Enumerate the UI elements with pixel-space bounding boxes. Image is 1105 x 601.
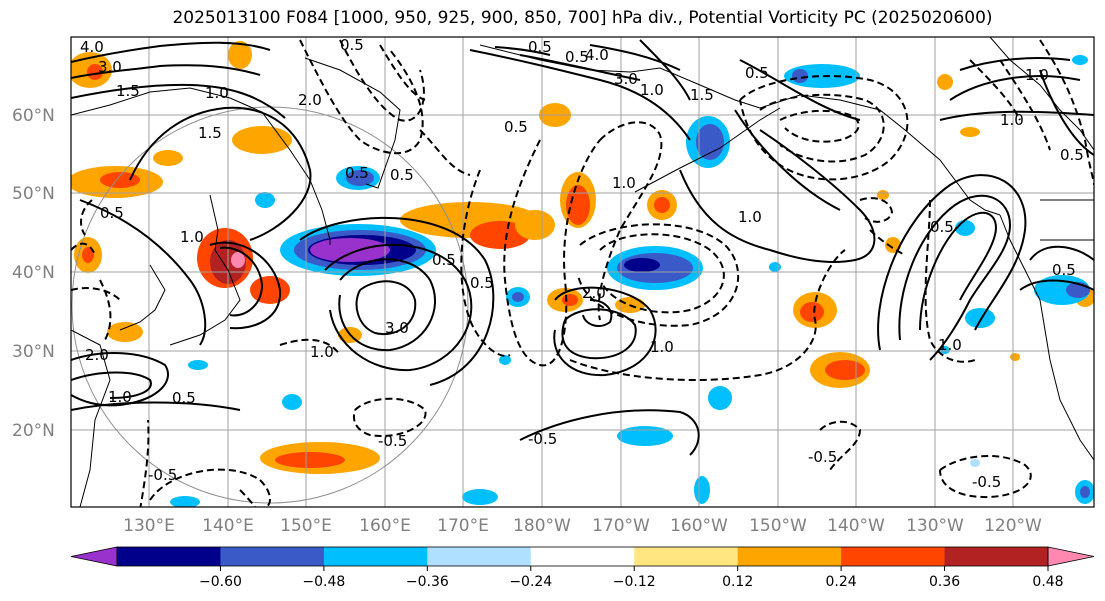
latitude-labels: 60°N 50°N 40°N 30°N 20°N — [12, 106, 55, 441]
colorbar-swatch — [634, 547, 739, 566]
contour-label: 1.0 — [612, 174, 636, 192]
contour-label: 0.5 — [340, 36, 364, 54]
contour-label: 0.5 — [1052, 261, 1076, 279]
contour-label: 1.5 — [690, 86, 714, 104]
lat-label: 60°N — [12, 106, 55, 126]
lon-label: 120°W — [984, 516, 1042, 536]
colorbar-tick-label: 0.48 — [1032, 574, 1063, 590]
colorbar-frame — [116, 546, 1049, 567]
contour-label: 1.0 — [108, 388, 132, 406]
lon-label: 180°W — [513, 516, 571, 536]
colorbar-extend-max — [1047, 546, 1095, 567]
colorbar-swatch — [737, 547, 842, 566]
contour-label: 1.0 — [1025, 66, 1049, 84]
contour-label: 2.0 — [298, 91, 322, 109]
lon-label: 150°W — [749, 516, 807, 536]
colorbar-swatch — [944, 547, 1049, 566]
contour-label: 1.0 — [180, 228, 204, 246]
lon-label: 150°E — [280, 516, 332, 536]
colorbar-tick-label: −0.48 — [302, 574, 345, 590]
colorbar-swatch — [117, 547, 221, 566]
contour-label: 0.5 — [528, 38, 552, 56]
contour-label: 1.0 — [640, 81, 664, 99]
lon-label: 170°W — [592, 516, 650, 536]
lat-label: 30°N — [12, 342, 55, 362]
contour-label: -0.5 — [378, 432, 407, 450]
lon-label: 160°E — [359, 516, 411, 536]
contour-label: 0.5 — [930, 218, 954, 236]
contour-label: 4.0 — [585, 46, 609, 64]
contour-label: 1.0 — [650, 338, 674, 356]
contour-label: 2.0 — [85, 346, 109, 364]
colorbar-tick-label: 0.36 — [929, 574, 960, 590]
contour-label: -0.5 — [528, 430, 557, 448]
plot-frame — [70, 36, 1095, 508]
lat-label: 20°N — [12, 421, 55, 441]
colorbar-tick-label: −0.12 — [613, 574, 656, 590]
contours-solid — [71, 39, 1094, 456]
lon-label: 170°E — [437, 516, 489, 536]
contour-label: 1.5 — [198, 124, 222, 142]
contour-label: 0.5 — [1060, 146, 1084, 164]
colorbar-tick-label: −0.36 — [406, 574, 449, 590]
contour-label: -0.5 — [972, 473, 1001, 491]
contour-label: 1.0 — [1000, 111, 1024, 129]
colorbar-swatches — [70, 546, 1095, 567]
contour-label: 1.0 — [938, 336, 962, 354]
contour-label: 0.5 — [172, 389, 196, 407]
colorbar-swatch — [220, 547, 325, 566]
colorbar-swatch — [841, 547, 946, 566]
contour-label: 1.0 — [738, 208, 762, 226]
contour-label: 3.0 — [385, 319, 409, 337]
contour-label: 0.5 — [565, 48, 589, 66]
lon-label: 130°E — [123, 516, 175, 536]
contour-label: -0.5 — [148, 466, 177, 484]
contour-label: 4.0 — [80, 38, 104, 56]
graticule — [71, 37, 1094, 507]
contour-label: 0.5 — [504, 118, 528, 136]
lon-label: 140°E — [202, 516, 254, 536]
contour-label: -0.5 — [808, 448, 837, 466]
lon-label: 160°W — [670, 516, 728, 536]
map-plot-area: 4.0 3.0 1.5 2.0 1.0 1.5 0.5 0.5 1.0 0.5 … — [71, 36, 1094, 507]
colorbar-tick-label: −0.60 — [199, 574, 242, 590]
contour-label: 0.5 — [100, 204, 124, 222]
contour-label: 0.5 — [470, 274, 494, 292]
colorbar-tick-label: −0.24 — [509, 574, 552, 590]
colorbar-tick-label: 0.12 — [722, 574, 753, 590]
longitude-labels: 130°E 140°E 150°E 160°E 170°E 180°W 170°… — [123, 516, 1042, 536]
contour-label: 1.5 — [116, 82, 140, 100]
contour-label: 0.5 — [432, 251, 456, 269]
contours-dashed — [71, 39, 1094, 507]
colorbar-extend-min — [70, 546, 118, 567]
lat-label: 50°N — [12, 184, 55, 204]
lon-label: 140°W — [827, 516, 885, 536]
lat-label: 40°N — [12, 263, 55, 283]
contour-label: 0.5 — [745, 64, 769, 82]
contour-label: 1.0 — [205, 84, 229, 102]
lon-label: 130°W — [906, 516, 964, 536]
colorbar-swatch — [427, 547, 532, 566]
colorbar: −0.60 −0.48 −0.36 −0.24 −0.12 0.12 0.24 0.36 0.4… — [70, 546, 1095, 590]
contour-labels: 4.0 3.0 1.5 2.0 1.0 1.5 0.5 0.5 1.0 0.5 … — [80, 36, 1084, 491]
colorbar-swatch — [530, 547, 635, 566]
contour-label: 1.0 — [310, 343, 334, 361]
map-title: 2025013100 F084 [1000, 950, 925, 900, 85… — [172, 8, 993, 28]
colorbar-ticks: −0.60 −0.48 −0.36 −0.24 −0.12 0.12 0.24 0.36 0.4… — [199, 566, 1064, 590]
contour-label: 3.0 — [614, 70, 638, 88]
shading-layer — [71, 41, 1094, 507]
contour-label: 3.0 — [98, 58, 122, 76]
contour-label: 0.5 — [390, 166, 414, 184]
contour-label: 2.0 — [582, 284, 606, 302]
colorbar-tick-label: 0.24 — [826, 574, 857, 590]
contour-label: 0.5 — [345, 164, 369, 182]
colorbar-swatch — [323, 547, 428, 566]
